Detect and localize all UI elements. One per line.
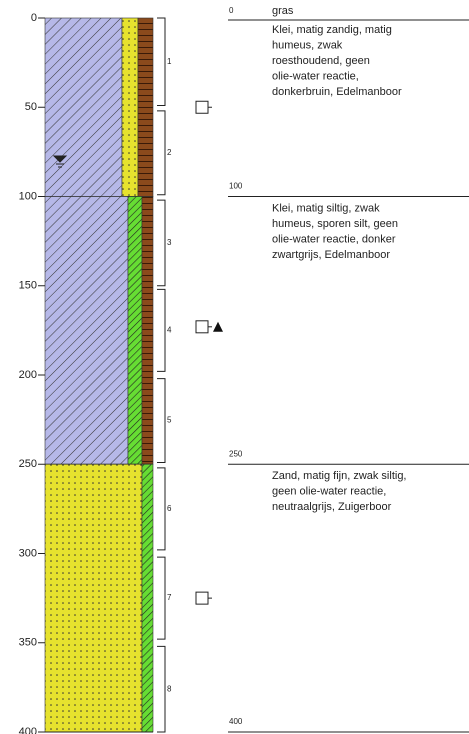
- tick-label: 200: [19, 369, 37, 381]
- sample-interval: [157, 18, 165, 105]
- sample-interval: [157, 111, 165, 195]
- sample-marker: [196, 101, 208, 113]
- tick-label: 100: [19, 190, 37, 202]
- description: humeus, zwak: [272, 39, 343, 51]
- lithology: [45, 197, 128, 465]
- lithology: [138, 18, 153, 197]
- description: Klei, matig siltig, zwak: [272, 202, 380, 214]
- sample-number: 2: [167, 148, 172, 157]
- tick-label: 350: [19, 637, 37, 649]
- sample-interval: [157, 200, 165, 286]
- description: zwartgrijs, Edelmanboor: [272, 249, 390, 261]
- tick-label: 50: [25, 101, 37, 113]
- sample-interval: [157, 557, 165, 639]
- description: Klei, matig zandig, matig: [272, 24, 392, 36]
- description: olie-water reactie, donker: [272, 233, 396, 245]
- description: neutraalgrijs, Zuigerboor: [272, 501, 392, 513]
- lithology: [45, 464, 142, 732]
- description: donkerbruin, Edelmanboor: [272, 86, 402, 98]
- sample-interval: [157, 646, 165, 732]
- depth-label: 400: [229, 717, 243, 726]
- sample-interval: [157, 379, 165, 463]
- description: roesthoudend, geen: [272, 55, 370, 67]
- lithology: [142, 197, 153, 465]
- tick-label: 0: [31, 12, 37, 24]
- sample-interval: [157, 468, 165, 550]
- triangle-marker: [213, 322, 223, 332]
- lithology: [45, 18, 122, 197]
- lithology: [142, 464, 153, 732]
- sample-marker: [196, 321, 208, 333]
- borehole-log: 100Klei, matig zandig, matighumeus, zwak…: [0, 0, 469, 734]
- sample-number: 6: [167, 504, 172, 513]
- depth-label: 0: [229, 6, 234, 15]
- tick-label: 300: [19, 547, 37, 559]
- sample-number: 5: [167, 416, 172, 425]
- sample-number: 8: [167, 684, 172, 693]
- description: olie-water reactie,: [272, 70, 359, 82]
- top-text: gras: [272, 5, 294, 17]
- tick-label: 250: [19, 458, 37, 470]
- description: geen olie-water reactie,: [272, 486, 386, 498]
- depth-label: 100: [229, 182, 243, 191]
- tick-label: 400: [19, 726, 37, 734]
- sample-number: 3: [167, 238, 172, 247]
- description: humeus, sporen silt, geen: [272, 218, 398, 230]
- sample-number: 4: [167, 325, 172, 334]
- lithology: [128, 197, 142, 465]
- sample-number: 7: [167, 593, 172, 602]
- lithology: [122, 18, 138, 197]
- depth-label: 250: [229, 449, 243, 458]
- description: Zand, matig fijn, zwak siltig,: [272, 470, 407, 482]
- sample-marker: [196, 592, 208, 604]
- sample-number: 1: [167, 57, 172, 66]
- sample-interval: [157, 289, 165, 371]
- tick-label: 150: [19, 280, 37, 292]
